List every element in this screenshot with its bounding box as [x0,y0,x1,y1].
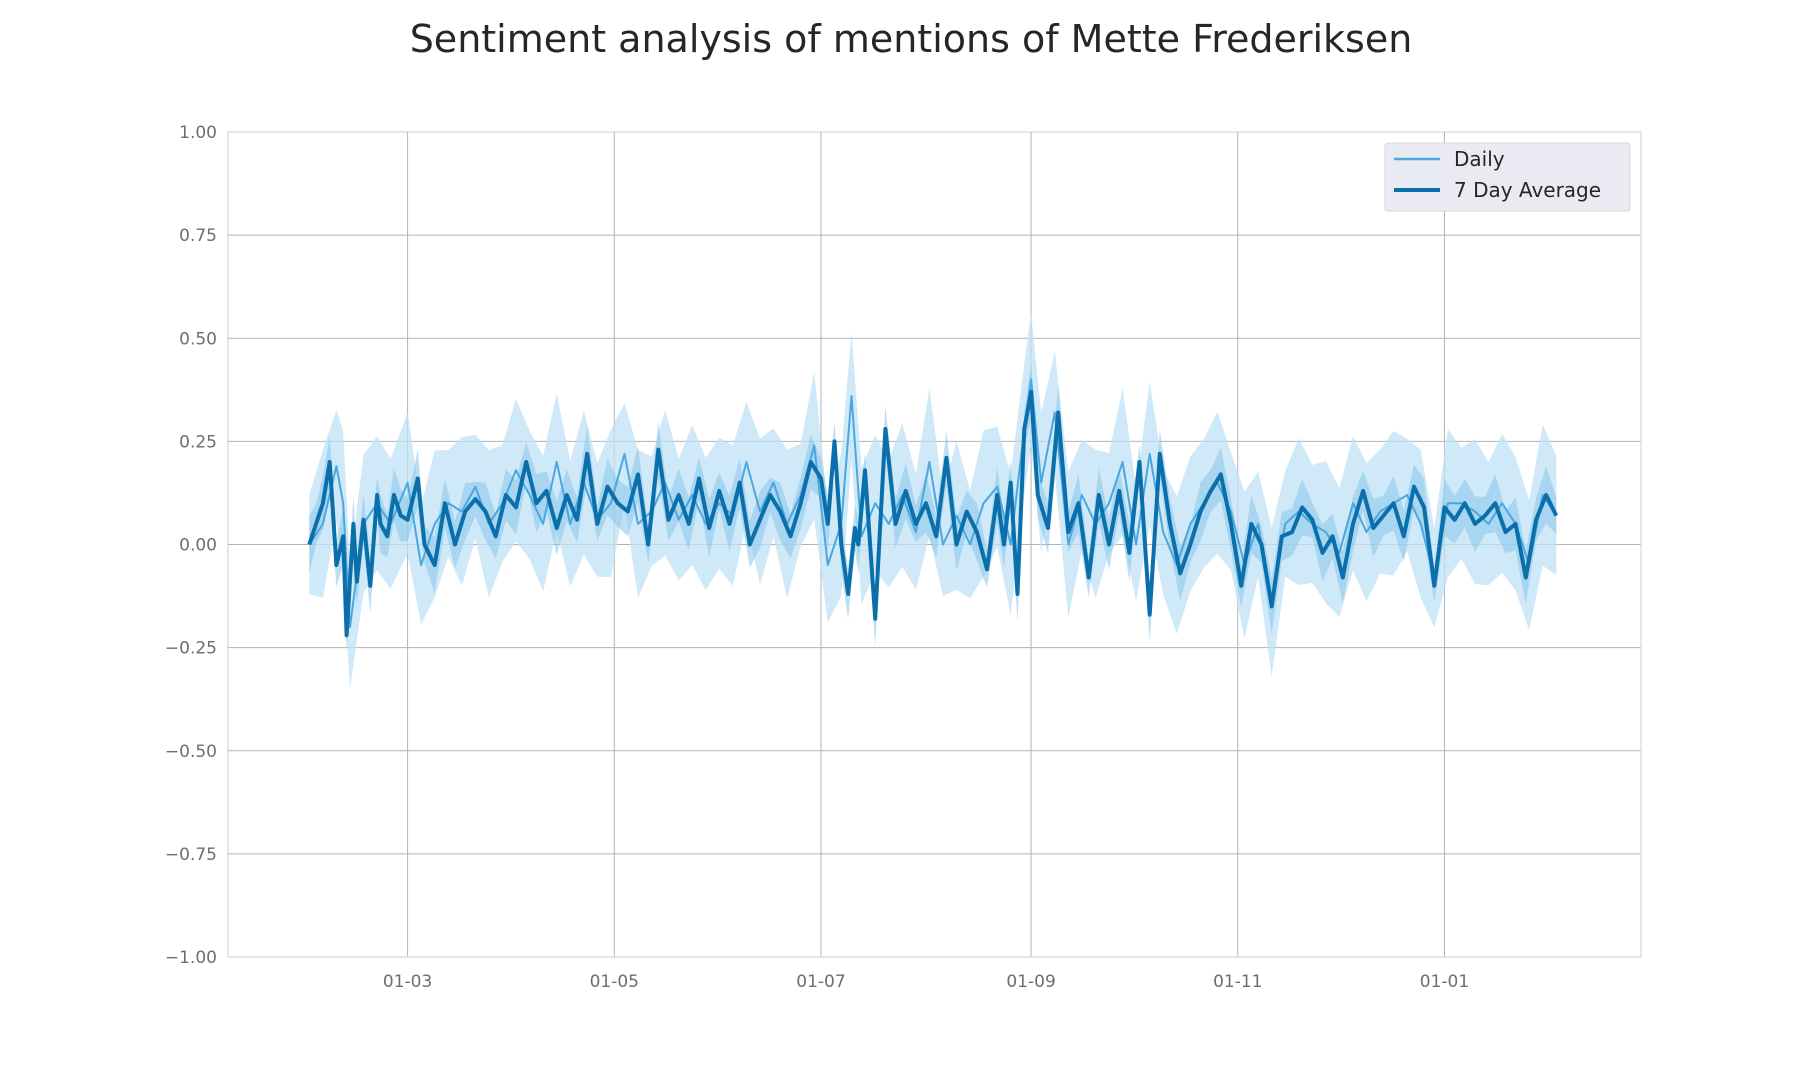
legend-label-7-day-average: 7 Day Average [1454,178,1601,202]
y-tick-label: 1.00 [179,123,217,143]
y-tick-label: 0.50 [179,329,217,349]
y-tick-label: 0.00 [179,536,217,556]
y-tick-label: −1.00 [165,948,217,968]
x-tick-label: 01-07 [796,972,845,992]
legend-box [1384,142,1631,212]
y-tick-label: 0.75 [179,226,217,246]
legend-label-daily: Daily [1454,147,1505,171]
y-tick-label: −0.50 [165,742,217,762]
x-tick-label: 01-03 [383,972,432,992]
y-tick-label: −0.25 [165,639,217,659]
chart-title: Sentiment analysis of mentions of Mette … [410,17,1413,61]
series-line-7-day-average [307,389,1559,638]
y-tick-label: −0.75 [165,845,217,865]
x-tick-label: 01-09 [1006,972,1055,992]
daily-confidence-band [309,313,1557,689]
x-tick-label: 01-01 [1420,972,1469,992]
plot-frame [227,131,1642,958]
series-line-daily [308,378,1558,628]
y-tick-label: 0.25 [179,432,217,452]
average-confidence-band [309,363,1557,653]
x-tick-label: 01-05 [590,972,639,992]
plot-area: 1.00 0.75 0.50 0.25 0.00 −0.25 −0.50 −0.75 −1.00… [165,123,1642,992]
x-tick-label: 01-11 [1213,972,1262,992]
